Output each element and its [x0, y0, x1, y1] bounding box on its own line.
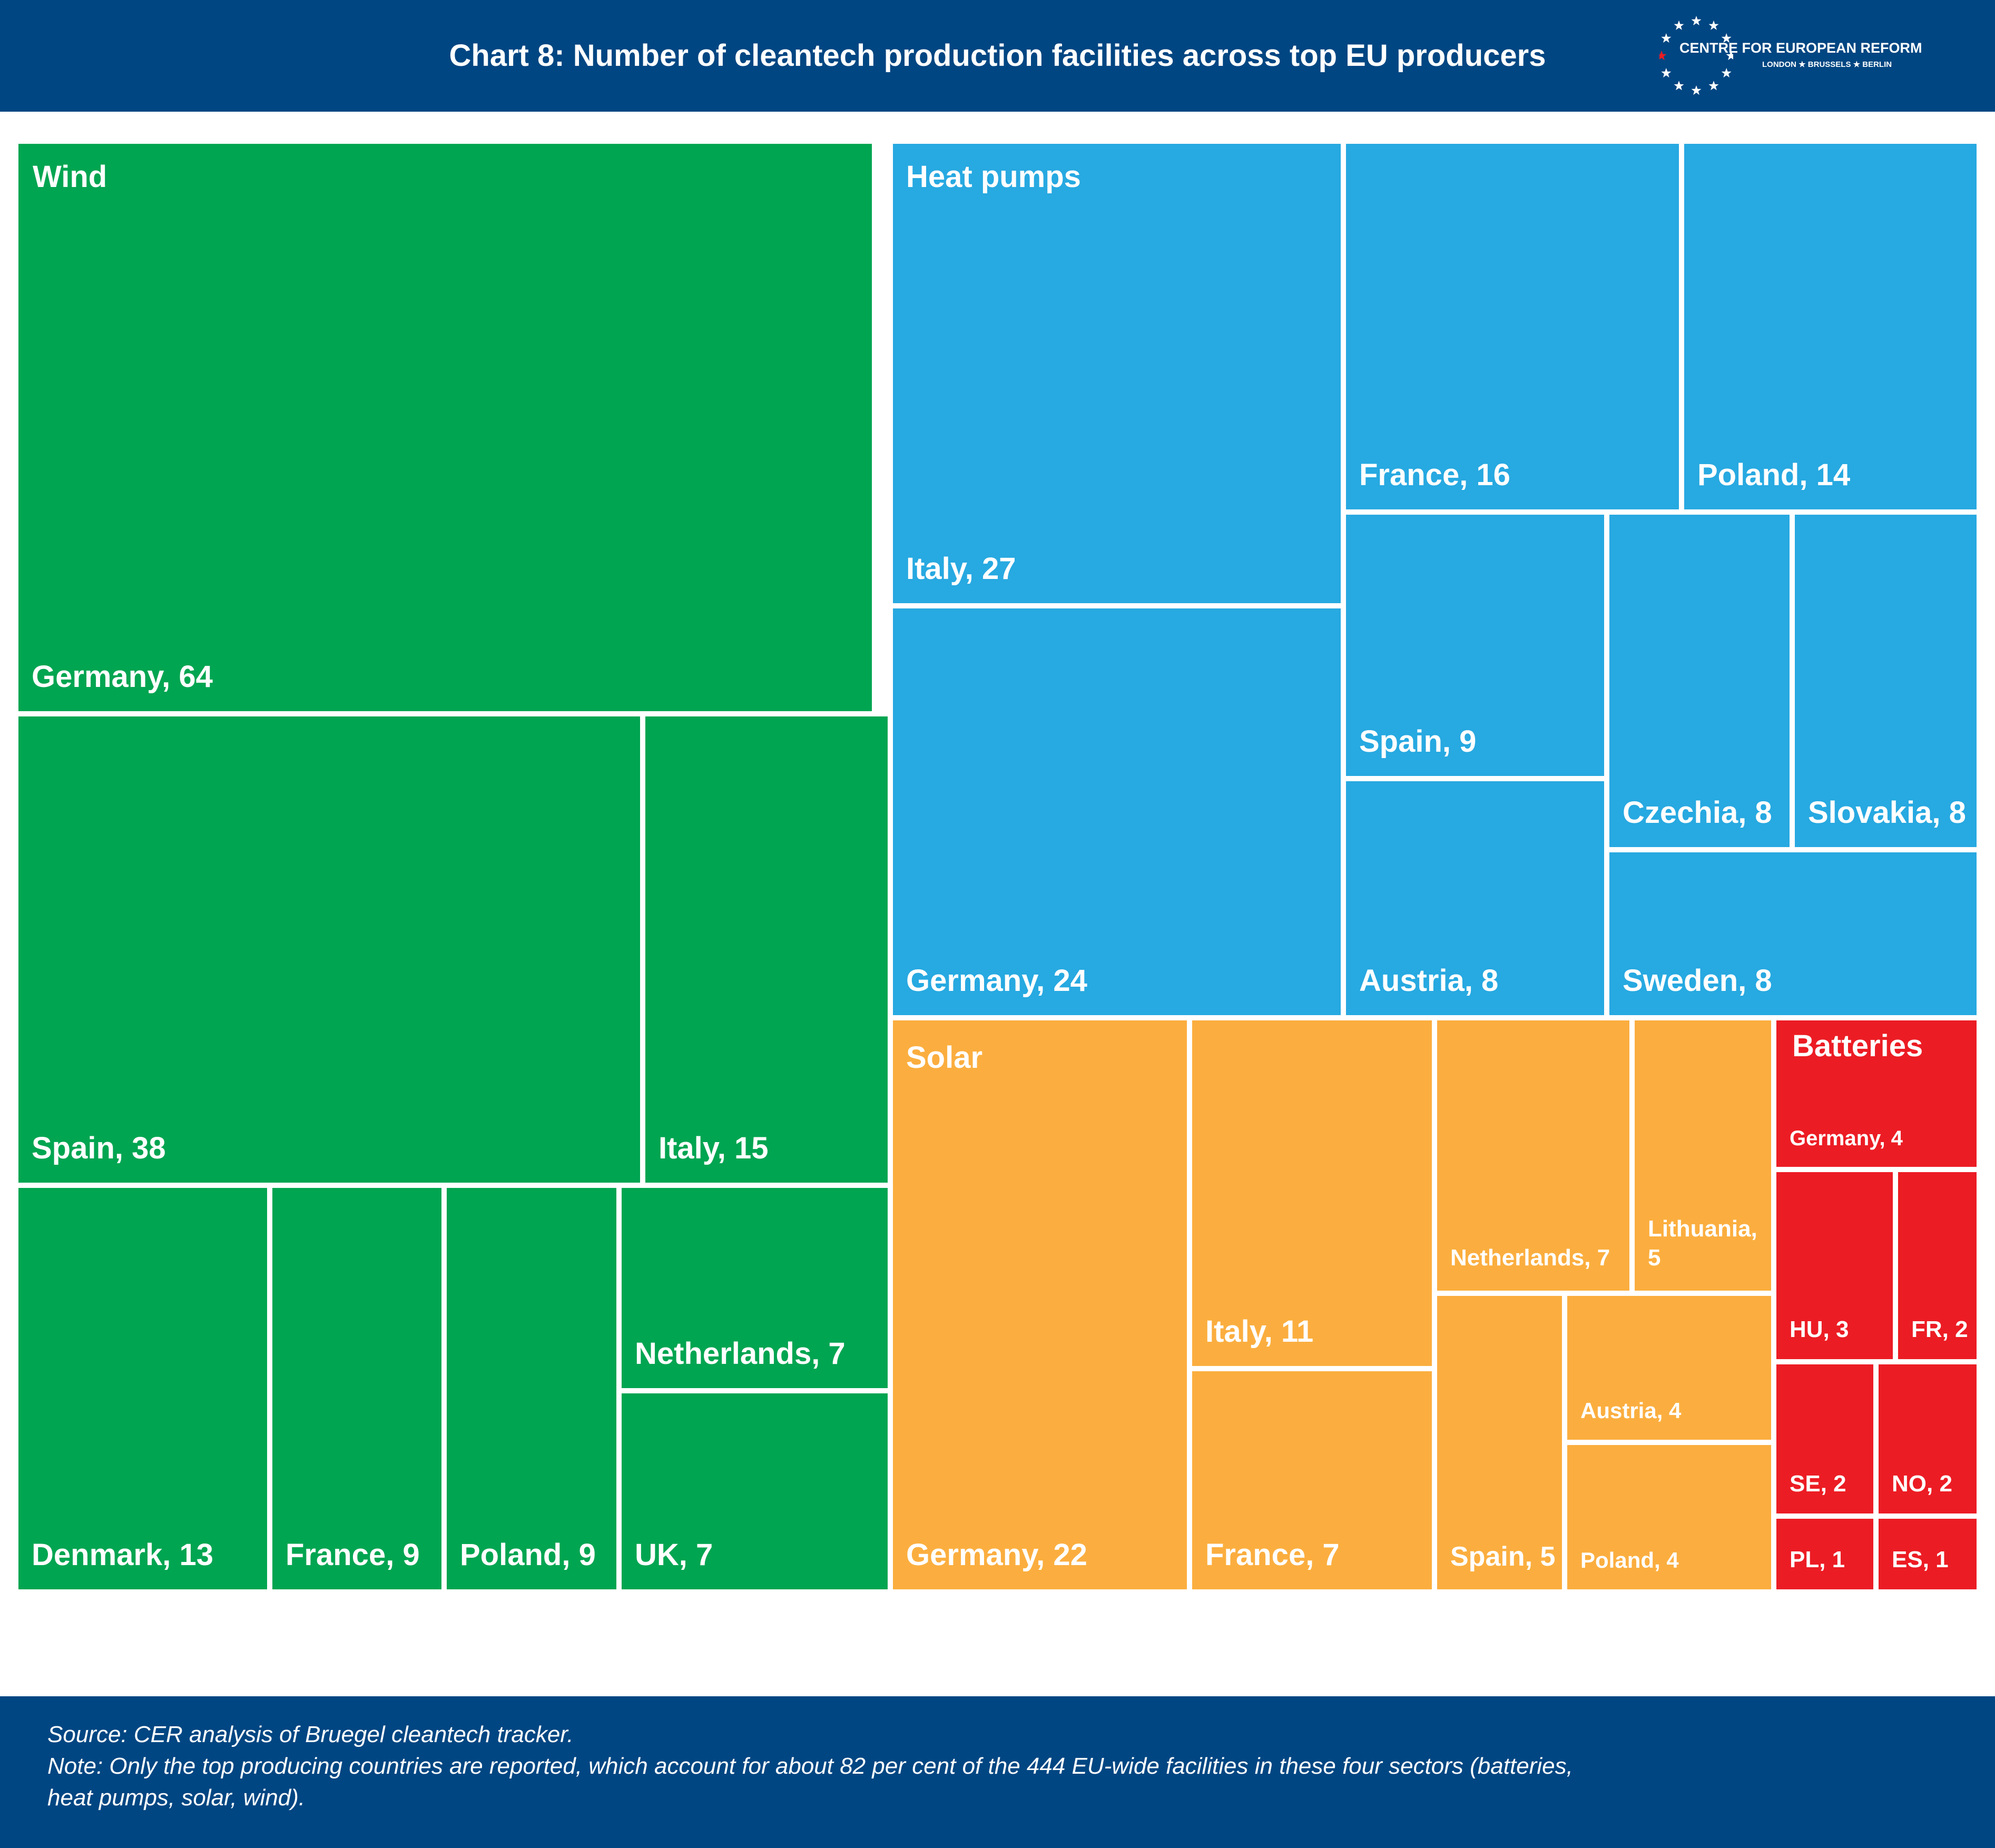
treemap-tile-heat-pumps-poland	[1682, 141, 1979, 512]
treemap-tile-wind-poland	[444, 1185, 619, 1592]
treemap-tile-heat-pumps-sweden	[1607, 850, 1979, 1018]
chart-title: Chart 8: Number of cleantech production …	[449, 38, 1546, 73]
tile-label-wind-italy: Italy, 15	[659, 1131, 769, 1165]
treemap-tile-solar-lithuania	[1632, 1018, 1774, 1293]
treemap-tile-heat-pumps-germany	[890, 606, 1343, 1018]
tile-label-heat-pumps-austria: Austria, 8	[1359, 963, 1499, 998]
treemap-tile-wind-spain	[16, 714, 643, 1185]
tile-label-batteries-germany: Germany, 4	[1790, 1127, 1903, 1150]
treemap-tile-batteries-germany	[1774, 1018, 1979, 1169]
treemap-tile-wind-uk	[619, 1391, 890, 1592]
treemap-tile-heat-pumps-czechia	[1607, 512, 1792, 850]
tile-label-heat-pumps-italy: Italy, 27	[906, 551, 1016, 586]
treemap-tile-batteries-pl	[1774, 1516, 1876, 1592]
note-line-2: heat pumps, solar, wind).	[47, 1785, 306, 1811]
treemap-tile-solar-germany	[890, 1018, 1190, 1592]
group-label-solar: Solar	[906, 1040, 983, 1075]
tile-label-wind-germany: Germany, 64	[32, 659, 213, 694]
treemap-tile-solar-poland	[1565, 1442, 1774, 1592]
treemap-tile-batteries-se	[1774, 1362, 1876, 1516]
logo-cities: LONDON ★ BRUSSELS ★ BERLIN	[1762, 60, 1892, 69]
treemap-tile-solar-austria	[1565, 1293, 1774, 1442]
tile-label-heat-pumps-sweden: Sweden, 8	[1623, 963, 1772, 998]
group-label-wind: Wind	[33, 160, 107, 194]
tile-label-solar-spain: Spain, 5	[1450, 1541, 1556, 1572]
tile-label-solar-austria: Austria, 4	[1580, 1398, 1682, 1423]
treemap-tile-solar-france	[1190, 1369, 1434, 1592]
tile-label-wind-netherlands: Netherlands, 7	[635, 1336, 846, 1371]
tile-label-batteries-hu: HU, 3	[1790, 1316, 1849, 1342]
treemap-tile-batteries-es	[1876, 1516, 1979, 1592]
tile-label-heat-pumps-france: France, 16	[1359, 457, 1510, 492]
logo-name: CENTRE FOR EUROPEAN REFORM	[1679, 40, 1922, 56]
tile-label-solar-poland: Poland, 4	[1580, 1547, 1679, 1572]
treemap-tile-batteries-no	[1876, 1362, 1979, 1516]
tile-label-wind-poland: Poland, 9	[460, 1537, 596, 1572]
treemap-tile-solar-spain	[1434, 1293, 1565, 1592]
treemap-tile-wind-france	[270, 1185, 444, 1592]
tile-label-wind-uk: UK, 7	[635, 1537, 713, 1572]
note-line-1: Note: Only the top producing countries a…	[47, 1753, 1573, 1779]
treemap-tile-heat-pumps-italy	[890, 141, 1343, 606]
group-label-batteries: Batteries	[1792, 1029, 1923, 1063]
tile-label-solar-france: France, 7	[1205, 1537, 1340, 1572]
tile-label-heat-pumps-germany: Germany, 24	[906, 963, 1087, 998]
cer-logo: CENTRE FOR EUROPEAN REFORM LONDON ★ BRUS…	[1659, 9, 1954, 102]
tile-label-heat-pumps-slovakia: Slovakia, 8	[1808, 795, 1966, 830]
treemap-tile-heat-pumps-spain	[1343, 512, 1607, 779]
treemap-tile-heat-pumps-slovakia	[1792, 512, 1979, 850]
tile-label-wind-denmark: Denmark, 13	[32, 1537, 213, 1572]
tile-label-batteries-pl: PL, 1	[1790, 1547, 1845, 1572]
tile-label-wind-spain: Spain, 38	[32, 1131, 166, 1165]
source-note: Source: CER analysis of Bruegel cleantec…	[47, 1722, 574, 1747]
tile-label-solar-germany: Germany, 22	[906, 1537, 1087, 1572]
treemap-tile-batteries-hu	[1774, 1169, 1895, 1362]
treemap-tile-wind-germany	[16, 141, 874, 714]
treemap-tile-wind-netherlands	[619, 1185, 890, 1391]
tile-label-batteries-fr: FR, 2	[1911, 1316, 1968, 1342]
treemap-tile-batteries-fr	[1895, 1169, 1979, 1362]
eu-stars-icon	[1659, 16, 1733, 95]
treemap-tile-heat-pumps-france	[1343, 141, 1682, 512]
treemap-tile-solar-italy	[1190, 1018, 1434, 1369]
chart-header: Chart 8: Number of cleantech production …	[0, 0, 1995, 112]
treemap-tile-heat-pumps-austria	[1343, 779, 1607, 1018]
tile-label-heat-pumps-spain: Spain, 9	[1359, 724, 1477, 759]
tile-label-batteries-se: SE, 2	[1790, 1471, 1846, 1497]
treemap-tile-solar-netherlands	[1434, 1018, 1632, 1293]
chart-footer: Source: CER analysis of Bruegel cleantec…	[0, 1696, 1995, 1848]
treemap-tile-wind-italy	[643, 714, 890, 1185]
tile-label-batteries-no: NO, 2	[1892, 1471, 1952, 1497]
tile-label-wind-france: France, 9	[286, 1537, 420, 1572]
tile-label-heat-pumps-poland: Poland, 14	[1697, 457, 1851, 492]
tile-label-solar-italy: Italy, 11	[1205, 1314, 1314, 1349]
tile-label-batteries-es: ES, 1	[1892, 1547, 1949, 1572]
tile-label-heat-pumps-czechia: Czechia, 8	[1623, 795, 1772, 830]
tile-label-solar-lithuania: Lithuania, 5	[1648, 1216, 1757, 1271]
group-label-heat-pumps: Heat pumps	[906, 160, 1081, 194]
tile-label-solar-netherlands: Netherlands, 7	[1450, 1245, 1610, 1271]
treemap-tile-wind-denmark	[16, 1185, 270, 1592]
